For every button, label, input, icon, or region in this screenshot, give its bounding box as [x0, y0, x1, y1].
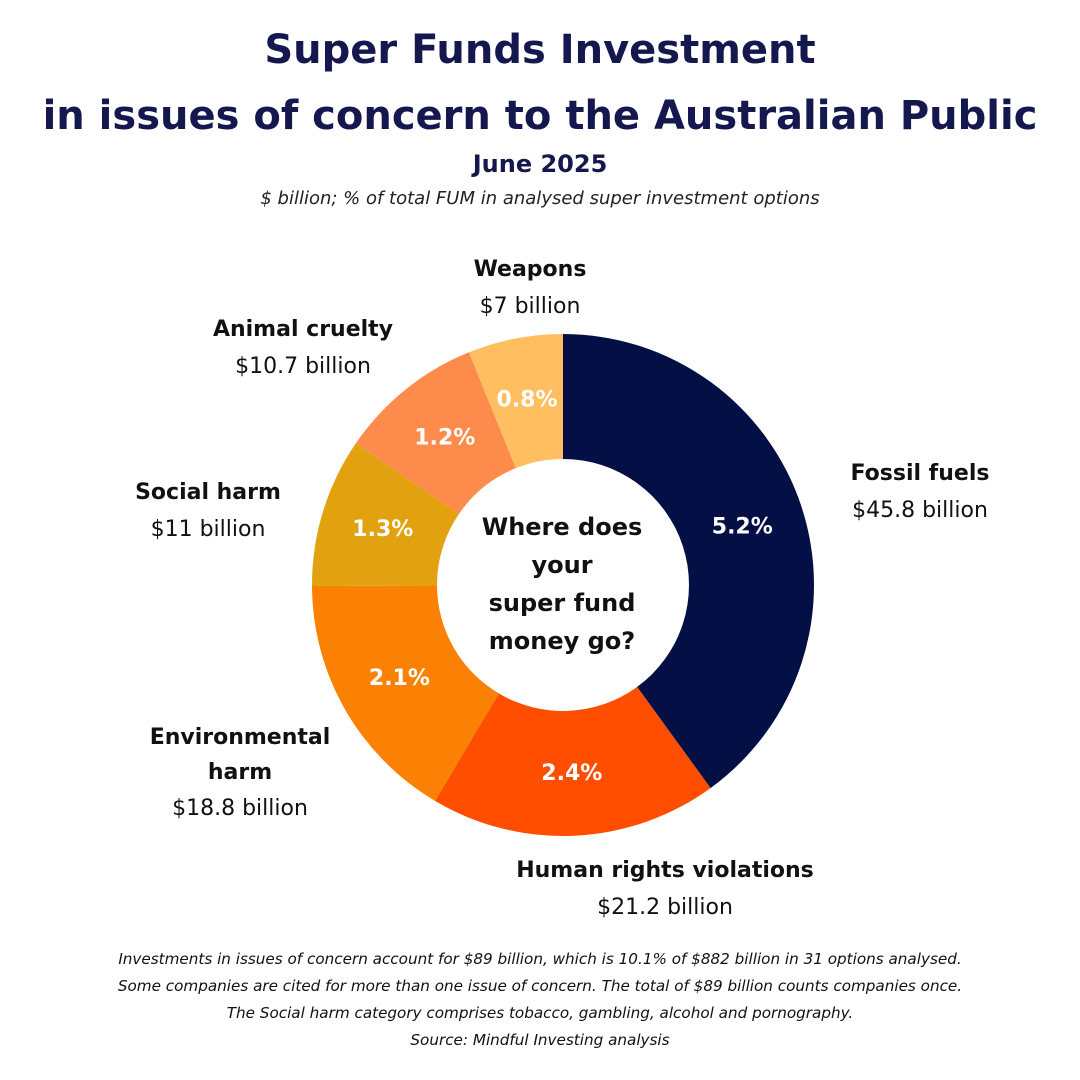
percent-label: 2.4%	[541, 761, 602, 786]
category-value: $7 billion	[479, 294, 581, 319]
category-label-weapons: Weapons $7 billion	[440, 251, 620, 325]
footnote-line: Investments in issues of concern account…	[118, 950, 962, 968]
category-label-social-harm: Social harm $11 billion	[118, 474, 298, 548]
category-label-animal-cruelty: Animal cruelty $10.7 billion	[193, 311, 413, 385]
category-value: $10.7 billion	[235, 354, 371, 379]
donut-center-text: Where does your super fund money go?	[481, 513, 643, 655]
donut-slice-weapons	[468, 334, 563, 469]
category-name: Environmental harm	[149, 725, 331, 785]
percent-label: 2.1%	[369, 666, 430, 691]
chart-title-line-1: Super Funds Investment	[264, 27, 816, 73]
donut-slice-social-harm	[312, 443, 459, 587]
chart-title-line-2: in issues of concern to the Australian P…	[42, 93, 1038, 139]
category-label-environmental-harm: Environmental harm $18.8 billion	[140, 720, 340, 827]
footnotes: Investments in issues of concern account…	[0, 946, 1080, 1054]
donut-slice-environmental-harm	[312, 585, 499, 801]
source-note: Source: Mindful Investing analysis	[410, 1031, 670, 1049]
category-label-human-rights: Human rights violations $21.2 billion	[490, 852, 840, 926]
category-name: Social harm	[135, 480, 281, 505]
footnote-line: The Social harm category comprises tobac…	[226, 1004, 854, 1022]
donut-slice-fossil-fuels	[563, 334, 815, 789]
category-name: Weapons	[473, 257, 587, 282]
category-value: $18.8 billion	[172, 796, 308, 821]
percent-label: 0.8%	[497, 387, 558, 412]
units-note: $ billion; % of total FUM in analysed su…	[260, 188, 820, 209]
category-name: Animal cruelty	[212, 317, 394, 342]
footnote-line: Some companies are cited for more than o…	[117, 977, 963, 995]
category-value: $11 billion	[150, 517, 266, 542]
donut-slice-animal-cruelty	[355, 352, 516, 514]
donut-slice-human-rights-violations	[435, 686, 711, 837]
percent-label: 1.3%	[352, 517, 413, 542]
category-label-fossil-fuels: Fossil fuels $45.8 billion	[830, 455, 1010, 529]
category-name: Human rights violations	[516, 858, 814, 883]
category-value: $45.8 billion	[852, 498, 988, 523]
category-name: Fossil fuels	[850, 461, 990, 486]
category-value: $21.2 billion	[597, 895, 733, 920]
chart-subtitle: June 2025	[472, 150, 608, 178]
percent-label: 1.2%	[414, 426, 475, 451]
percent-label: 5.2%	[712, 514, 773, 539]
